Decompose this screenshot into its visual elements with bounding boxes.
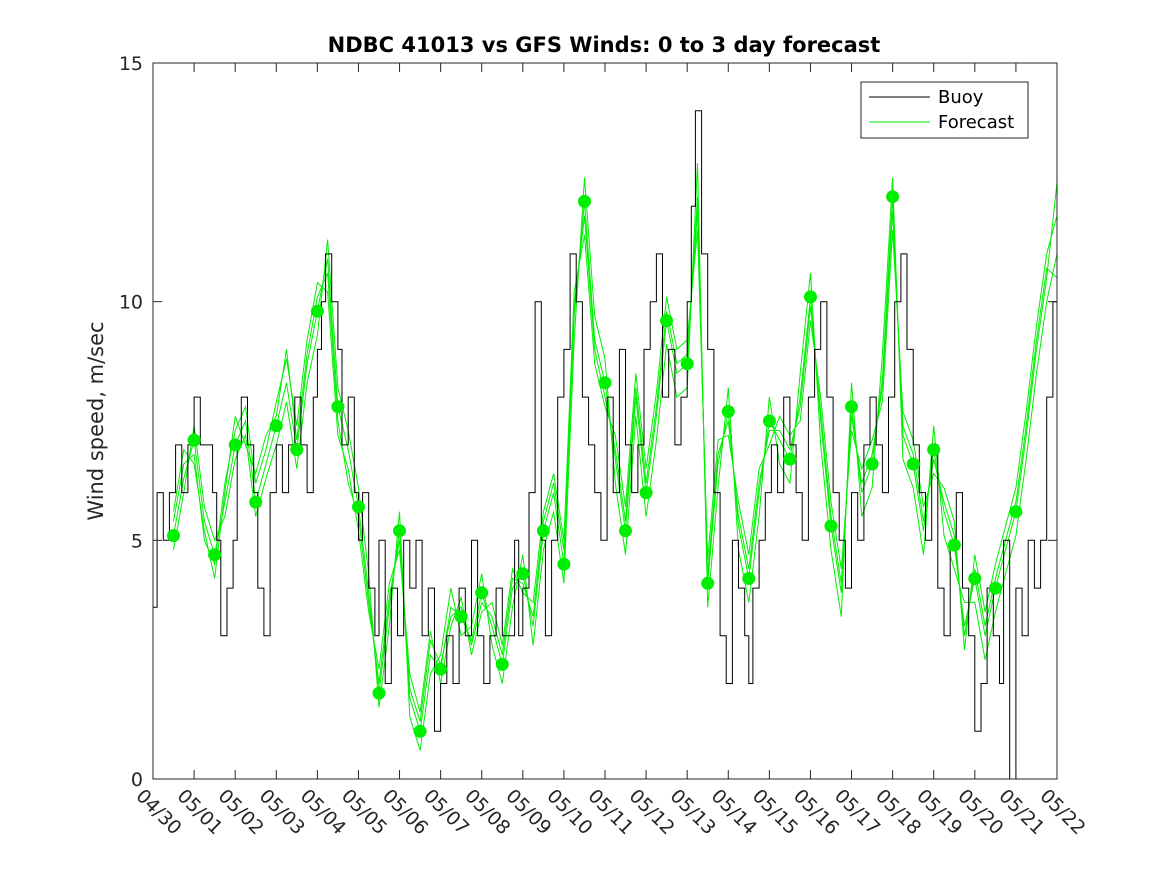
analysis-marker	[434, 662, 448, 676]
analysis-marker	[269, 419, 283, 433]
analysis-marker	[639, 486, 653, 500]
legend-forecast-label: Forecast	[938, 112, 1014, 133]
y-tick-label: 0	[131, 769, 143, 791]
x-tick-label: 05/07	[419, 785, 473, 839]
x-tick-label: 05/12	[625, 785, 679, 839]
forecast-line-4	[173, 210, 1057, 722]
x-tick-label: 05/10	[542, 785, 596, 839]
x-tick-label: 05/01	[173, 785, 227, 839]
x-tick-label: 05/19	[912, 785, 966, 839]
chart-title: NDBC 41013 vs GFS Winds: 0 to 3 day fore…	[328, 33, 881, 57]
analysis-marker	[536, 524, 550, 538]
analysis-marker	[804, 290, 817, 304]
analysis-marker	[208, 548, 222, 562]
analysis-marker	[783, 452, 797, 466]
analysis-marker	[824, 519, 838, 533]
analysis-marker	[701, 576, 715, 590]
x-tick-label: 05/14	[707, 785, 761, 839]
y-tick-label: 5	[131, 530, 143, 552]
forecast-line-2	[173, 215, 1057, 713]
analysis-marker	[886, 190, 900, 204]
analysis-marker	[660, 314, 674, 328]
analysis-marker	[352, 500, 365, 514]
analysis-marker	[228, 438, 242, 452]
analysis-marker	[927, 443, 941, 457]
analysis-marker	[762, 414, 776, 428]
x-tick-label: 05/16	[789, 785, 843, 839]
analysis-marker	[742, 572, 756, 585]
buoy-series-group	[153, 110, 1057, 779]
analysis-marker	[413, 724, 427, 738]
legend-buoy-label: Buoy	[938, 87, 984, 108]
buoy-line	[153, 110, 1057, 779]
analysis-marker	[495, 657, 509, 671]
analysis-marker	[454, 610, 468, 624]
x-tick-label: 05/09	[501, 785, 555, 839]
analysis-marker	[1009, 505, 1023, 519]
x-tick-label: 05/05	[337, 785, 391, 839]
analysis-marker	[557, 557, 571, 571]
analysis-marker	[516, 567, 530, 581]
analysis-marker	[167, 529, 180, 543]
x-tick-label: 04/30	[131, 785, 185, 839]
analysis-marker	[372, 686, 386, 700]
x-tick-label: 05/21	[994, 785, 1048, 839]
analysis-marker	[331, 400, 345, 414]
analysis-marker	[187, 433, 201, 447]
analysis-marker	[290, 443, 304, 457]
analysis-marker	[906, 457, 920, 471]
x-tick-label: 05/06	[378, 785, 432, 839]
analysis-marker	[947, 538, 961, 552]
y-tick-label: 15	[119, 53, 143, 75]
x-tick-label: 05/13	[666, 785, 720, 839]
x-tick-label: 05/18	[871, 785, 925, 839]
analysis-marker	[475, 586, 489, 600]
analysis-marker	[249, 495, 263, 509]
x-tick-label: 05/15	[748, 785, 802, 839]
x-tick-label: 05/22	[1035, 785, 1089, 839]
plot-frame	[152, 62, 1058, 780]
x-tick-label: 05/20	[953, 785, 1007, 839]
x-tick-label: 05/03	[255, 785, 309, 839]
analysis-marker	[310, 304, 324, 318]
legend: Buoy Forecast	[860, 81, 1029, 139]
legend-box	[860, 81, 1029, 139]
forecast-line-1	[173, 182, 1057, 732]
analysis-markers-group	[167, 190, 1023, 738]
x-tick-label: 05/08	[460, 785, 514, 839]
x-tick-label: 05/04	[296, 785, 350, 839]
analysis-marker	[845, 400, 858, 414]
y-axis-label: Wind speed, m/sec	[84, 321, 108, 520]
axes-group: 04/3005/0105/0205/0305/0405/0505/0605/07…	[119, 53, 1090, 839]
forecast-line-3	[173, 163, 1057, 751]
x-tick-label: 05/17	[830, 785, 884, 839]
x-tick-label: 05/02	[214, 785, 268, 839]
analysis-marker	[680, 357, 694, 371]
analysis-marker	[578, 194, 591, 208]
y-tick-label: 10	[119, 292, 143, 314]
analysis-marker	[598, 376, 612, 390]
analysis-marker	[721, 405, 735, 418]
analysis-marker	[619, 524, 632, 538]
analysis-marker	[988, 581, 1002, 595]
analysis-marker	[968, 572, 982, 585]
x-tick-label: 05/11	[583, 785, 637, 839]
forecast-series-group	[173, 163, 1057, 751]
analysis-marker	[393, 524, 406, 538]
analysis-marker	[865, 457, 879, 471]
